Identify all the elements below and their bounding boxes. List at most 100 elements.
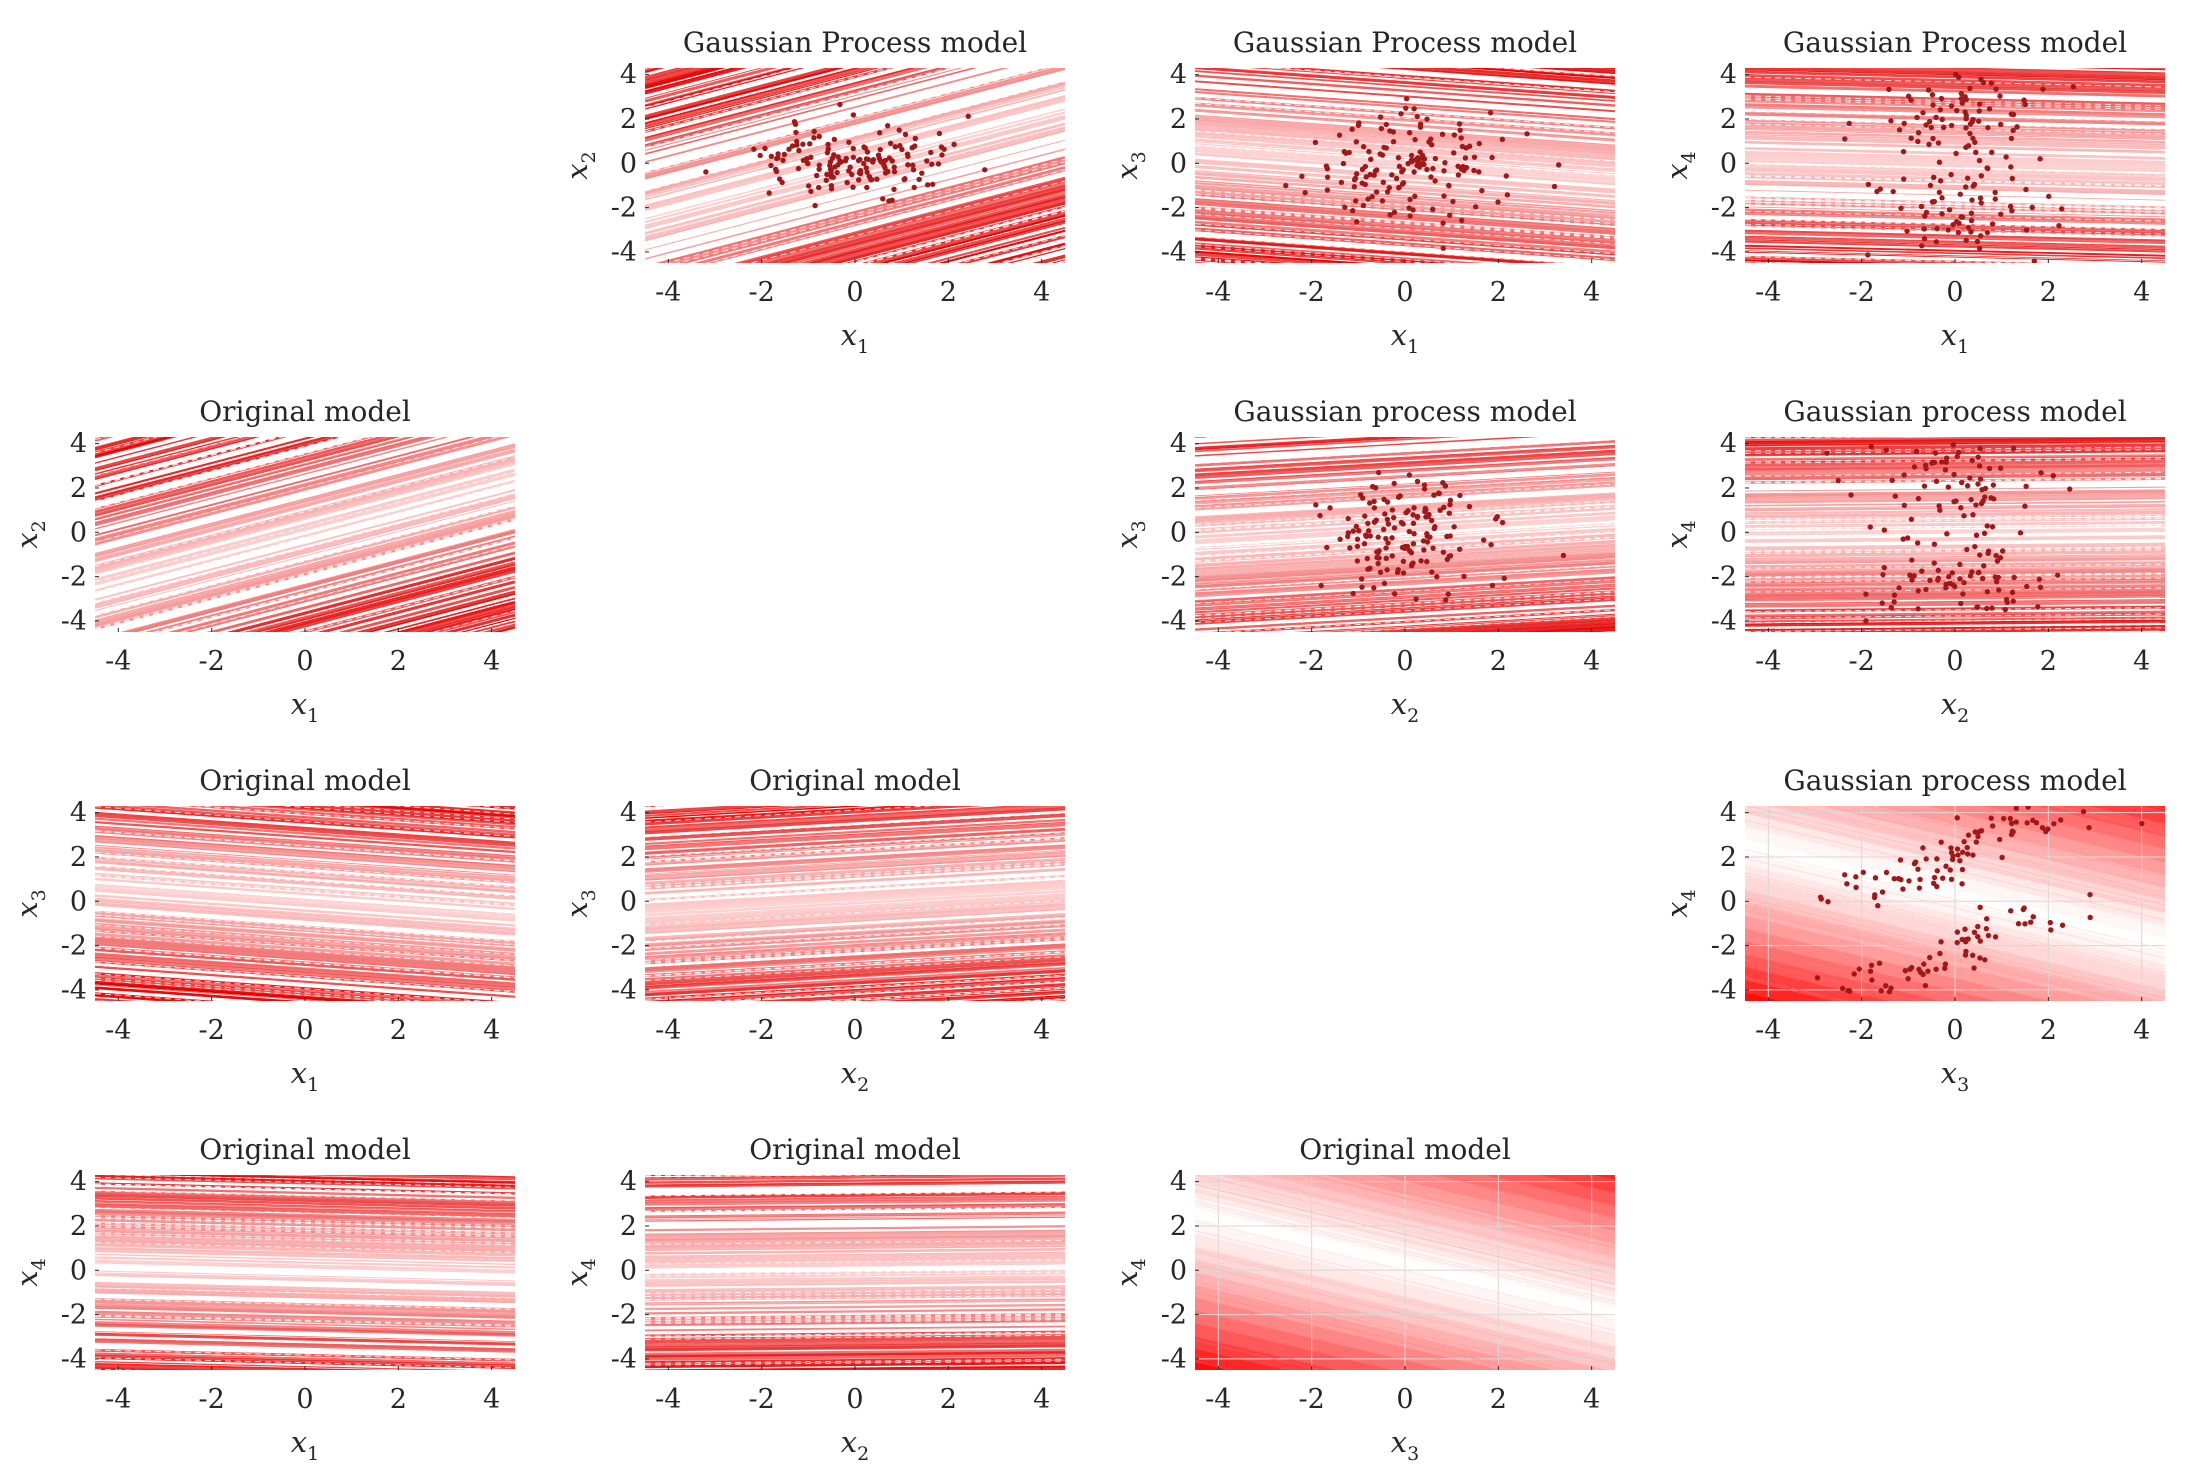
data-point [1939,116,1945,123]
contour-line [95,437,307,493]
data-point [1945,574,1952,580]
contour-line [1745,223,2165,235]
contour-line [1195,256,1291,263]
data-point [1384,567,1390,573]
contour-line [95,1226,515,1238]
data-point [1921,961,1927,967]
contour-line [95,932,515,966]
contour-line [1745,431,2165,435]
data-point [884,123,891,129]
contour-line [645,806,835,817]
contour-line [95,1247,515,1261]
contour-line [95,902,515,935]
data-point [850,184,856,190]
data-point [1963,96,1969,103]
data-point [1974,238,1981,245]
contour-line [276,569,515,632]
contour-line [645,1249,1065,1255]
data-point [1365,196,1371,202]
data-point [1338,179,1345,186]
data-point [1917,876,1923,883]
data-point [2023,227,2030,233]
data-point [1447,497,1454,504]
data-point [2002,606,2009,613]
contour-line [95,437,316,495]
data-point [1951,498,1957,505]
contour-line [95,1261,515,1274]
data-point [1459,143,1466,150]
data-point [2087,891,2093,898]
contour-area [1195,1175,1615,1370]
contour-line [1195,516,1615,543]
data-point [1461,573,1467,580]
data-point [1950,442,1956,448]
data-point [1967,85,1973,92]
x-tick-label: 0 [846,277,863,308]
contour-line [1195,1195,1615,1297]
data-point [1459,217,1465,224]
data-point [1342,204,1348,210]
data-point [1997,93,2003,99]
contour-line [645,1203,1065,1210]
contour-line [1195,213,1615,245]
contour-line [645,924,1065,950]
x-tick-label: -2 [1299,1384,1325,1415]
contour-line [645,806,938,823]
data-point [1972,139,1978,146]
contour-line [1195,506,1615,532]
x-tick-label: 0 [296,1015,313,1046]
data-point [1933,478,1940,485]
contour-line [95,495,515,608]
data-point [815,184,822,191]
data-point [902,131,909,138]
contour-line [95,846,515,879]
contour-line [1195,474,1615,500]
data-point [1824,450,1830,456]
data-point [1362,181,1368,188]
data-point [1283,182,1289,189]
contour-line [645,68,927,142]
data-point [1411,531,1417,537]
contour-line [645,1197,1065,1204]
data-point [1939,459,1945,465]
contour-line [1195,68,1615,99]
contour-line [1195,237,1552,263]
contour-line [95,899,515,932]
contour-line [95,864,515,896]
data-point [1911,573,1917,579]
panel-title: Original model [749,764,961,797]
contour-band [1820,806,2165,888]
contour-line [645,1290,1065,1296]
contour-line [1195,463,1615,490]
data-point [1967,121,1974,127]
contour-line [95,471,515,583]
contour-line [95,1321,515,1335]
data-point [1499,519,1506,526]
data-point [812,202,818,209]
contour-line [1195,199,1615,232]
data-point [1391,209,1398,216]
x-tick-label: 2 [390,646,407,677]
data-point [1409,561,1415,567]
contour-line [1745,547,2165,553]
contour-line [645,68,870,127]
contour-line [95,437,247,477]
contour-line [645,68,793,107]
contour-line [645,98,1065,210]
data-point [1948,171,1954,178]
contour-line [249,562,515,632]
data-point [1844,881,1850,887]
contour-line [95,925,515,958]
data-point [780,157,786,164]
contour-line [645,139,1065,251]
data-point [768,162,774,169]
contour-line [1745,901,2164,1001]
data-point [1421,156,1428,162]
contour-line [1195,491,1615,517]
data-point [1892,493,1898,499]
contour-line [645,1295,1065,1301]
data-point [1349,126,1355,132]
x-axis-label: x3 [1391,1425,1419,1465]
data-point [1915,606,1921,612]
